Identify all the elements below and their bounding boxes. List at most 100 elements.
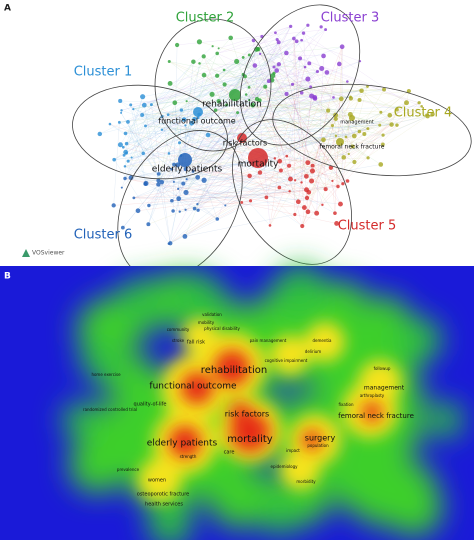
density-blob — [372, 460, 429, 517]
node — [120, 112, 122, 114]
node — [172, 100, 177, 105]
logo: VOSviewer — [32, 250, 65, 257]
node — [184, 209, 186, 211]
node — [248, 53, 251, 56]
node — [287, 164, 291, 168]
node — [191, 59, 196, 64]
node — [331, 180, 333, 182]
node — [296, 199, 301, 204]
node — [143, 182, 147, 186]
term-label: mobility — [198, 320, 215, 325]
node — [263, 85, 267, 89]
node — [212, 45, 214, 47]
node — [306, 24, 309, 27]
node — [285, 155, 288, 158]
term-label: risk factors — [223, 139, 267, 148]
term-label: functional outcome — [158, 117, 236, 126]
node — [277, 40, 281, 44]
cluster-label: Cluster 6 — [74, 228, 133, 243]
term-label: fall risk — [187, 340, 205, 346]
node — [338, 202, 343, 207]
node — [337, 62, 342, 67]
term-label: impact — [286, 448, 300, 453]
term-label: quality-of-life — [134, 402, 167, 408]
node — [335, 135, 337, 137]
node — [168, 242, 170, 244]
term-label: health services — [145, 502, 183, 508]
node — [345, 136, 348, 139]
term-label: rehabilitation — [201, 365, 267, 376]
node — [332, 96, 335, 99]
node — [123, 177, 126, 180]
node — [112, 158, 116, 162]
node — [118, 121, 121, 124]
node — [321, 54, 326, 59]
term-label: prevalence — [117, 467, 140, 472]
node — [168, 60, 171, 63]
node — [118, 99, 122, 103]
term-label: cognitive impairment — [265, 358, 308, 363]
term-label: osteoporotic fracture — [137, 492, 189, 498]
node — [366, 156, 369, 159]
node — [98, 132, 102, 136]
term-label: arthroplasty — [360, 393, 385, 398]
node — [272, 65, 275, 68]
cluster-label: Cluster 1 — [74, 65, 133, 80]
node — [339, 97, 344, 102]
node — [234, 59, 239, 64]
node — [274, 31, 277, 34]
node — [305, 77, 310, 82]
node — [247, 174, 251, 178]
density-blob — [427, 402, 463, 438]
term-label: population — [307, 443, 329, 448]
node — [181, 182, 185, 186]
node — [366, 127, 369, 130]
node — [223, 69, 226, 72]
node — [216, 217, 220, 221]
term-label: functional outcome — [149, 382, 237, 392]
panel-a-bg — [0, 0, 474, 264]
node — [118, 142, 123, 147]
term-label: management — [340, 120, 374, 126]
node — [224, 204, 226, 206]
density-blob — [275, 265, 325, 315]
node — [144, 124, 147, 127]
node — [359, 89, 364, 94]
node — [274, 68, 279, 73]
node — [202, 178, 207, 183]
panel-label: B — [4, 272, 11, 282]
node — [387, 113, 392, 118]
node — [310, 168, 315, 173]
node — [293, 213, 296, 216]
density-blob — [260, 495, 300, 535]
node — [378, 124, 381, 127]
node — [161, 129, 163, 131]
node — [215, 74, 219, 78]
node — [277, 62, 281, 66]
term-label: strength — [180, 454, 197, 459]
node — [334, 117, 338, 121]
node — [124, 132, 128, 136]
node — [202, 73, 207, 78]
node — [150, 103, 153, 106]
node — [132, 196, 135, 199]
node — [160, 180, 164, 184]
node — [278, 186, 282, 190]
node — [126, 120, 130, 124]
node — [168, 81, 173, 86]
node — [112, 203, 116, 207]
node — [291, 83, 294, 86]
term-label: randomized controlled trial — [83, 407, 137, 412]
node — [121, 187, 123, 189]
node — [302, 205, 307, 210]
cluster-label: Cluster 4 — [394, 106, 453, 121]
node — [324, 28, 327, 31]
term-label: rehabilitation — [202, 100, 262, 110]
term-label: elderly patients — [152, 165, 223, 175]
node — [417, 101, 420, 104]
node — [240, 201, 243, 204]
node — [242, 56, 245, 59]
node — [352, 160, 356, 164]
node — [341, 155, 346, 160]
